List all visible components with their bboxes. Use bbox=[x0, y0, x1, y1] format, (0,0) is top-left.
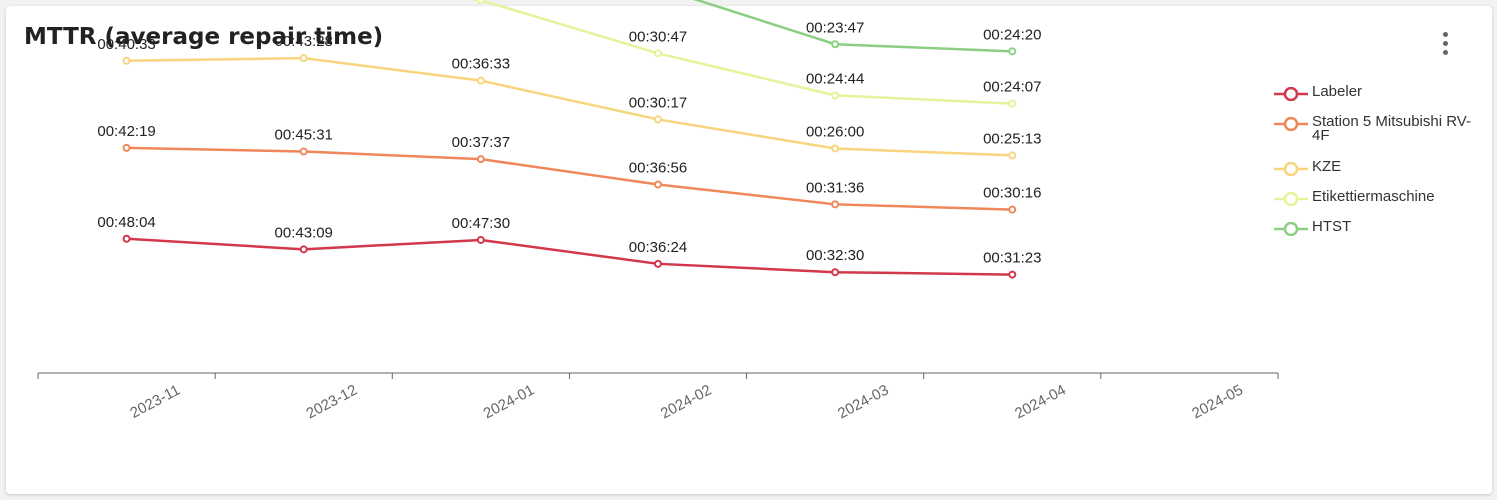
x-tick-label: 2023-11 bbox=[127, 382, 183, 422]
x-tick-label: 2024-02 bbox=[658, 382, 715, 423]
chart-title: MTTR (average repair time) bbox=[24, 24, 384, 50]
data-label: 00:25:13 bbox=[983, 130, 1041, 147]
legend-marker-icon bbox=[1274, 192, 1308, 206]
data-label: 00:31:36 bbox=[806, 179, 864, 196]
data-label: 00:43:28 bbox=[275, 33, 333, 50]
data-point bbox=[299, 245, 308, 254]
data-label: 00:26:00 bbox=[806, 123, 864, 140]
data-label: 00:36:33 bbox=[452, 56, 510, 73]
data-label: 00:30:16 bbox=[983, 185, 1041, 202]
data-label: 00:36:24 bbox=[629, 239, 687, 256]
series-line bbox=[126, 237, 1013, 276]
data-point bbox=[654, 180, 662, 189]
legend-label: Etikettiermaschine bbox=[1312, 188, 1435, 205]
data-label: 00:43:09 bbox=[275, 224, 333, 241]
data-label: 00:32:30 bbox=[806, 247, 864, 264]
legend-marker-icon bbox=[1274, 222, 1308, 236]
data-point bbox=[831, 91, 840, 100]
data-label: 00:42:19 bbox=[97, 123, 155, 140]
data-label: 00:47:30 bbox=[452, 215, 510, 232]
legend-marker-icon bbox=[1274, 87, 1308, 101]
legend-item[interactable]: Station 5 Mitsubishi RV-4F bbox=[1272, 114, 1472, 159]
x-tick-label: 2023-12 bbox=[304, 382, 361, 423]
legend-label: KZE bbox=[1312, 158, 1342, 175]
data-point bbox=[122, 234, 131, 243]
data-point bbox=[476, 0, 485, 5]
data-point bbox=[654, 49, 662, 58]
legend-marker-icon bbox=[1274, 162, 1308, 176]
data-point bbox=[831, 144, 840, 153]
legend-label: Station 5 Mitsubishi RV-4F bbox=[1312, 113, 1471, 144]
data-label: 00:40:33 bbox=[97, 36, 155, 53]
series-line bbox=[693, 0, 1013, 53]
data-point bbox=[299, 147, 308, 156]
data-label: 00:23:47 bbox=[806, 19, 864, 36]
data-point bbox=[476, 155, 485, 164]
data-point bbox=[654, 259, 662, 268]
chart-legend: Labeler Station 5 Mitsubishi RV-4F KZE Etik… bbox=[1272, 84, 1472, 249]
data-label: 00:37:37 bbox=[452, 134, 510, 151]
data-point bbox=[1008, 47, 1017, 56]
data-point bbox=[1008, 99, 1017, 108]
data-label: 00:24:07 bbox=[983, 79, 1041, 96]
data-label: 00:30:47 bbox=[629, 28, 687, 45]
chart-card: MTTR (average repair time) bbox=[6, 6, 1492, 494]
data-point bbox=[476, 76, 485, 85]
data-label: 00:45:31 bbox=[275, 127, 333, 144]
data-point bbox=[1008, 270, 1017, 279]
data-label: 00:31:23 bbox=[983, 250, 1041, 267]
data-point bbox=[831, 40, 840, 49]
legend-item[interactable]: Etikettiermaschine bbox=[1272, 189, 1472, 219]
data-point bbox=[831, 268, 840, 277]
x-tick-label: 2024-03 bbox=[835, 382, 892, 423]
x-tick-label: 2024-01 bbox=[481, 382, 538, 423]
data-label: 00:48:04 bbox=[97, 214, 155, 231]
data-point bbox=[831, 200, 840, 209]
data-point bbox=[1008, 205, 1017, 214]
legend-item[interactable]: Labeler bbox=[1272, 84, 1472, 114]
legend-marker-icon bbox=[1274, 117, 1308, 131]
data-point bbox=[299, 54, 308, 63]
data-point bbox=[1008, 151, 1017, 160]
data-label: 00:24:20 bbox=[983, 26, 1041, 43]
legend-item[interactable]: KZE bbox=[1272, 159, 1472, 189]
more-vert-icon[interactable] bbox=[1432, 30, 1458, 60]
legend-item[interactable]: HTST bbox=[1272, 219, 1472, 249]
series-line bbox=[470, 0, 1013, 105]
data-point bbox=[122, 143, 131, 152]
data-point bbox=[476, 235, 485, 244]
data-label: 00:24:44 bbox=[806, 70, 864, 87]
data-point bbox=[122, 56, 131, 65]
x-tick-label: 2024-05 bbox=[1189, 382, 1246, 423]
legend-label: HTST bbox=[1312, 218, 1352, 235]
legend-label: Labeler bbox=[1312, 83, 1363, 100]
data-point bbox=[654, 115, 662, 124]
series-line bbox=[126, 56, 1013, 157]
x-tick-label: 2024-04 bbox=[1012, 382, 1069, 423]
data-label: 00:30:17 bbox=[629, 94, 687, 111]
series-line bbox=[126, 146, 1013, 211]
data-label: 00:36:56 bbox=[629, 159, 687, 176]
